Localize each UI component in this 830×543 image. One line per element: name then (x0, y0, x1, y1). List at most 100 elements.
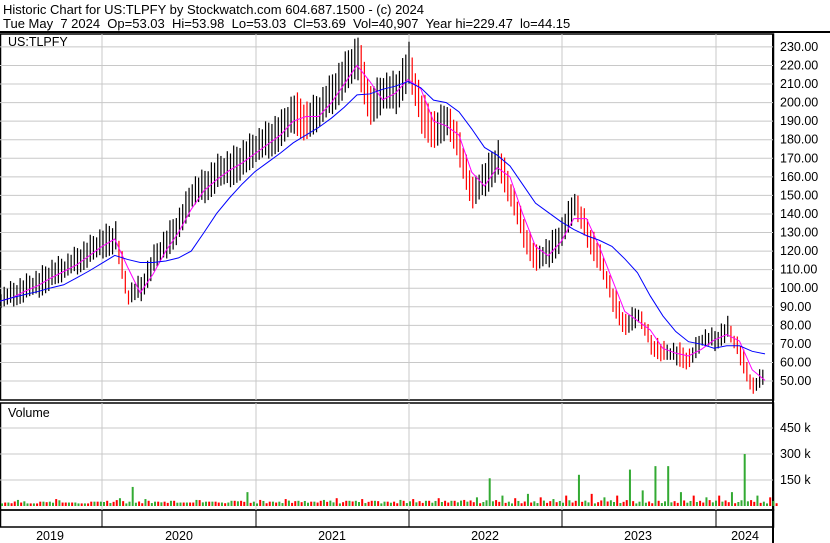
volume-bar (278, 501, 281, 506)
volume-bar (495, 500, 498, 506)
year-label: 2023 (624, 529, 652, 543)
volume-bar (424, 500, 427, 506)
volume-bar (300, 502, 303, 506)
volume-bar (485, 500, 488, 506)
volume-bar (498, 501, 501, 506)
volume-bar (13, 501, 16, 506)
volume-tick-label: 150 k (780, 473, 811, 487)
volume-bar (96, 501, 99, 506)
volume-bar (23, 501, 26, 506)
volume-bar (431, 502, 434, 506)
volume-bar (456, 502, 459, 506)
volume-bar (536, 503, 539, 506)
volume-bar (208, 501, 211, 506)
volume-bar (405, 503, 408, 506)
volume-bar (335, 498, 338, 506)
long-moving-average-line (0, 81, 766, 355)
volume-bar (103, 502, 105, 506)
volume-bar (746, 501, 749, 506)
volume-bar (71, 502, 74, 506)
volume-bar (702, 502, 705, 506)
price-tick-label: 70.00 (780, 337, 811, 351)
volume-bar (660, 503, 663, 506)
volume-bar (115, 500, 118, 506)
quote-line: Tue May 7 2024 Op=53.03 Hi=53.98 Lo=53.0… (3, 16, 571, 31)
price-tick-label: 110.00 (780, 263, 817, 277)
price-tick-label: 90.00 (780, 300, 811, 314)
volume-bar (402, 500, 405, 506)
volume-bar (157, 501, 160, 506)
volume-bar (530, 502, 533, 506)
volume-bar (409, 501, 411, 506)
volume-bar (651, 503, 654, 506)
volume-bar (593, 503, 596, 506)
volume-bar (319, 500, 322, 506)
price-tick-label: 180.00 (780, 133, 818, 147)
price-tick-label: 170.00 (780, 151, 818, 165)
volume-bar (711, 502, 714, 506)
price-tick-label: 220.00 (780, 58, 818, 72)
volume-panel-frame (0, 402, 775, 511)
volume-bar (128, 501, 131, 506)
volume-bar (635, 503, 638, 506)
volume-bar (437, 498, 440, 506)
volume-bar (275, 502, 278, 506)
volume-bar (211, 501, 214, 506)
volume-bar (26, 503, 29, 506)
volume-bar (523, 501, 526, 506)
year-axis-frame (0, 509, 775, 528)
volume-bar (574, 500, 577, 506)
volume-bar (482, 502, 485, 506)
volume-bar (724, 500, 727, 506)
volume-bar (727, 502, 730, 506)
volume-bar (262, 500, 265, 506)
volume-bar (87, 503, 90, 506)
volume-bar (753, 501, 756, 506)
volume-bar (584, 500, 587, 506)
volume-bar (338, 503, 341, 506)
volume-bar (743, 454, 746, 506)
volume-bar (361, 499, 364, 506)
volume-bar (491, 501, 494, 506)
volume-bar (348, 500, 351, 506)
volume-bar (769, 497, 772, 506)
volume-bar (233, 500, 236, 506)
volume-bar (224, 503, 227, 506)
volume-bar (622, 501, 625, 506)
volume-bar (460, 500, 462, 506)
volume-bar (163, 501, 166, 506)
volume-bar (740, 500, 743, 506)
volume-bar (154, 501, 156, 506)
volume-bar (256, 503, 258, 506)
volume-bar (501, 495, 504, 506)
volume-bar (587, 502, 590, 506)
volume-bar (268, 501, 271, 506)
volume-bar (562, 502, 564, 506)
volume-bar (236, 501, 239, 506)
volume-bar (370, 500, 373, 506)
volume-bar (364, 503, 367, 506)
volume-bar (552, 499, 555, 506)
volume-bar (555, 502, 558, 506)
volume-bar (67, 502, 70, 506)
volume-bar (36, 503, 39, 506)
volume-bar (185, 502, 188, 506)
volume-bar (412, 499, 415, 506)
volume-bar (444, 500, 447, 506)
volume-bar (351, 501, 354, 506)
volume-bar (695, 502, 698, 506)
volume-bar (55, 499, 58, 506)
volume-bar (683, 500, 686, 506)
volume-bar (638, 501, 641, 506)
volume-bar (664, 501, 666, 506)
volume-bar (64, 502, 67, 506)
year-label: 2020 (165, 529, 193, 543)
volume-bar (609, 500, 612, 506)
volume-bar (138, 501, 141, 506)
volume-bar (450, 500, 453, 506)
volume-bar (549, 501, 552, 506)
volume-bar (616, 495, 619, 506)
volume-bar (240, 500, 243, 506)
price-tick-label: 150.00 (780, 188, 818, 202)
